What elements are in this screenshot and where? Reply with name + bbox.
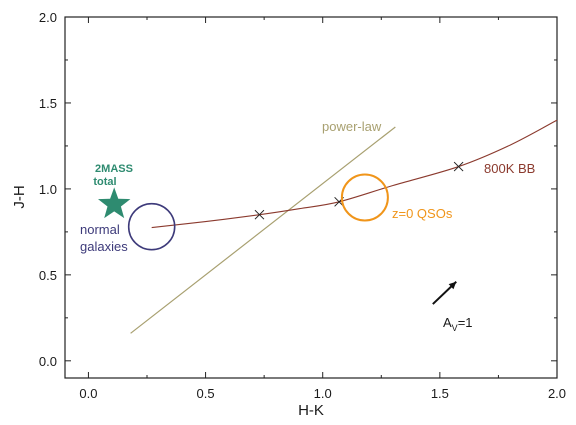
x-tick-label: 1.5: [431, 386, 449, 401]
chart-marks: [98, 119, 558, 334]
plot-frame: [64, 16, 558, 379]
blackbody-label: 800K BB: [484, 161, 535, 176]
y-tick-label: 2.0: [39, 10, 57, 25]
y-axis-title: J-H: [11, 185, 28, 208]
2mass-label-line2: total: [93, 176, 116, 188]
blackbody-cross-marker: [254, 209, 265, 220]
x-axis-ticks: 0.0 0.5 1.0 1.5 2.0: [79, 17, 566, 401]
y-tick-label: 1.0: [39, 182, 57, 197]
2mass-total-star: [98, 187, 131, 219]
blackbody-cross-marker: [453, 161, 464, 172]
x-tick-label: 0.0: [79, 386, 97, 401]
normal-galaxies-label-line1: normal: [80, 222, 120, 237]
y-axis-ticks: 0.0 0.5 1.0 1.5 2.0: [39, 10, 557, 369]
x-tick-label: 0.5: [197, 386, 215, 401]
power-law-line: [130, 126, 396, 334]
qso-region: [340, 173, 389, 222]
extinction-label-tail: =1: [458, 315, 473, 330]
2mass-label-line1: 2MASS: [95, 163, 133, 175]
extinction-label-main: A: [443, 315, 452, 330]
extinction-arrowhead: [448, 281, 457, 290]
y-tick-label: 0.0: [39, 354, 57, 369]
x-axis-title: H-K: [298, 402, 324, 419]
qso-label: z=0 QSOs: [392, 206, 453, 221]
extinction-label-sub: V: [452, 323, 458, 333]
x-tick-label: 2.0: [548, 386, 566, 401]
power-law-label: power-law: [322, 119, 382, 134]
normal-galaxies-label-line2: galaxies: [80, 239, 128, 254]
y-tick-label: 0.5: [39, 268, 57, 283]
normal-galaxies-region: [127, 202, 176, 251]
extinction-label: AV=1: [443, 315, 473, 333]
x-tick-label: 1.0: [314, 386, 332, 401]
y-tick-label: 1.5: [39, 96, 57, 111]
